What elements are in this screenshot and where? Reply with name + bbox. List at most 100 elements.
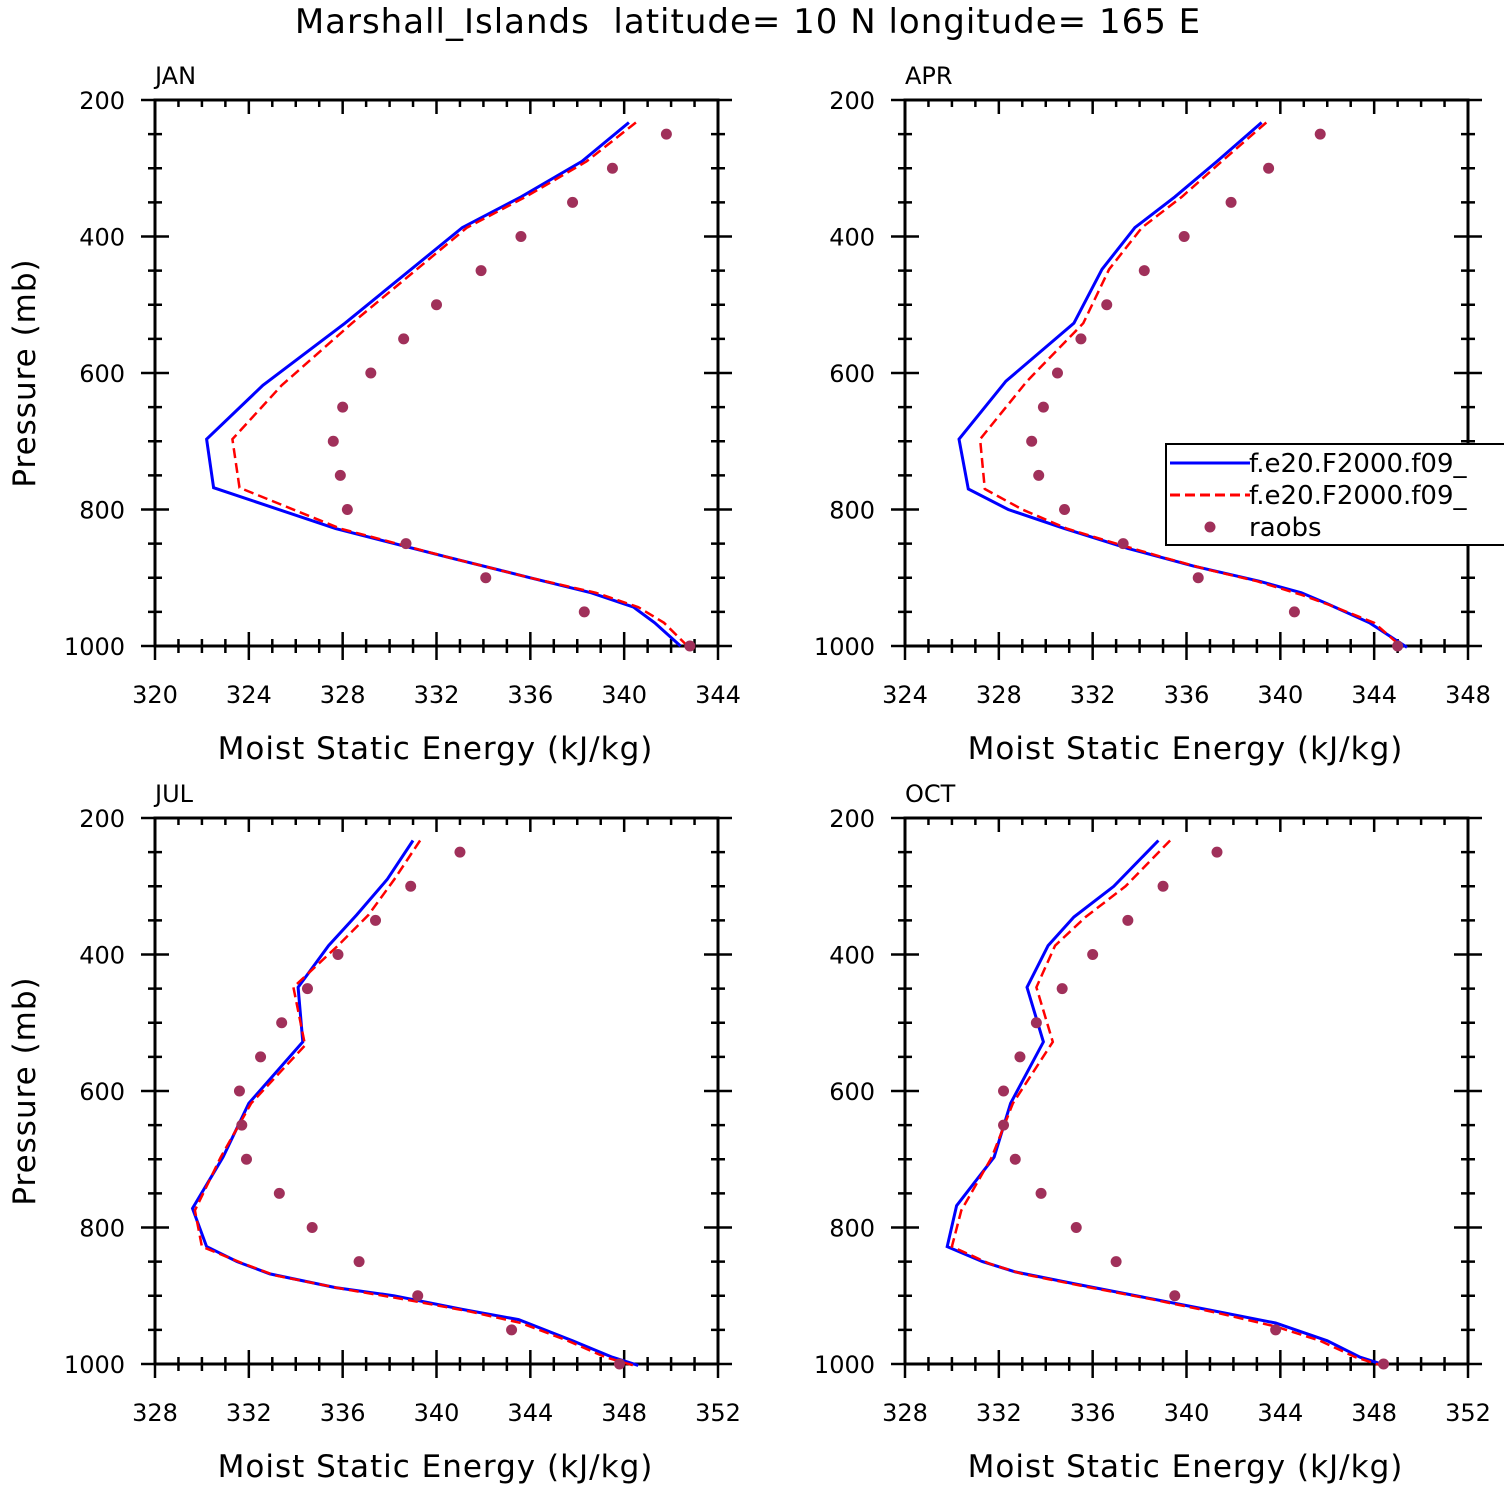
y-tick-label: 400 (829, 942, 875, 970)
legend-marker (1204, 521, 1216, 533)
raobs-point (1056, 983, 1068, 995)
y-tick-label: 800 (829, 497, 875, 525)
y-tick-label: 600 (79, 360, 125, 388)
raobs-point (353, 1256, 365, 1268)
raobs-point (365, 367, 377, 379)
series-line-dashed (978, 121, 1404, 649)
panel-month-label: JAN (153, 62, 196, 90)
y-tick-label: 200 (829, 805, 875, 833)
raobs-point (1075, 333, 1087, 345)
x-axis-label: Moist Static Energy (kJ/kg) (218, 1449, 654, 1485)
y-tick-label: 800 (79, 1215, 125, 1243)
raobs-point (684, 640, 696, 652)
raobs-point (1070, 1222, 1082, 1233)
series-line-dashed (231, 121, 689, 647)
raobs-point (515, 231, 527, 242)
panels-group: JAN 320 324 328 332 336 340 344 200 400 600 800 1000… (7, 62, 1504, 1485)
panel-month-label: JUL (153, 780, 194, 808)
raobs-point (1392, 640, 1404, 652)
y-tick-label: 1000 (64, 633, 125, 661)
y-tick-label: 600 (829, 360, 875, 388)
panel-apr: APR 324 328 332 336 340 344 348 200 400 600 800 1000… (814, 62, 1491, 767)
raobs-point (1009, 1153, 1021, 1165)
x-tick-label: 352 (1445, 1399, 1491, 1427)
raobs-point (1314, 128, 1326, 140)
x-tick-label: 328 (882, 1399, 928, 1427)
x-tick-label: 332 (976, 1399, 1022, 1427)
x-tick-label: 328 (976, 681, 1022, 709)
raobs-point (1030, 1017, 1042, 1029)
x-axis-label: Moist Static Energy (kJ/kg) (218, 731, 654, 767)
y-tick-label: 200 (79, 805, 125, 833)
x-tick-label: 332 (414, 681, 460, 709)
x-tick-label: 336 (320, 1399, 366, 1427)
x-tick-label: 324 (882, 681, 928, 709)
raobs-point (306, 1222, 318, 1233)
x-tick-label: 344 (1351, 681, 1397, 709)
x-tick-label: 340 (601, 681, 647, 709)
panel-month-label: OCT (905, 780, 956, 808)
legend: f.e20.F2000.f09_f.e20.F2000.f09_raobs (1165, 443, 1504, 546)
raobs-point (1026, 435, 1038, 447)
raobs-point (1178, 231, 1190, 242)
raobs-point (1192, 572, 1204, 584)
plot-frame (903, 816, 1470, 1366)
raobs-point (1051, 367, 1063, 379)
panel-month-label: APR (905, 62, 953, 90)
plot-frame (153, 98, 720, 648)
y-tick-label: 200 (829, 87, 875, 115)
raobs-point (998, 1085, 1010, 1097)
legend-label: f.e20.F2000.f09_ (1249, 449, 1467, 479)
series-line-solid (205, 121, 682, 648)
y-tick-label: 400 (79, 224, 125, 252)
y-tick-label: 600 (829, 1078, 875, 1106)
x-tick-label: 336 (1070, 1399, 1116, 1427)
raobs-point (273, 1187, 285, 1199)
x-tick-label: 332 (226, 1399, 272, 1427)
x-tick-label: 336 (507, 681, 553, 709)
raobs-point (1169, 1290, 1181, 1302)
panel-jan: JAN 320 324 328 332 336 340 344 200 400 600 800 1000… (7, 62, 741, 767)
series-line-solid (945, 839, 1387, 1367)
x-tick-label: 336 (1164, 681, 1210, 709)
raobs-point (1110, 1256, 1122, 1268)
raobs-point (233, 1085, 245, 1097)
raobs-point (1288, 606, 1300, 618)
raobs-point (276, 1017, 288, 1029)
raobs-point (341, 504, 353, 515)
raobs-point (506, 1324, 518, 1336)
series-raobs (233, 846, 625, 1370)
raobs-point (370, 914, 382, 926)
y-axis-label: Pressure (mb) (7, 258, 43, 487)
raobs-point (398, 333, 410, 345)
raobs-point (236, 1119, 248, 1131)
x-tick-label: 348 (601, 1399, 647, 1427)
y-tick-label: 400 (829, 224, 875, 252)
x-tick-label: 340 (1257, 681, 1303, 709)
raobs-point (1378, 1358, 1390, 1370)
raobs-point (301, 983, 313, 995)
raobs-point (1263, 162, 1275, 174)
raobs-point (1117, 538, 1129, 550)
raobs-point (1037, 401, 1049, 413)
x-tick-label: 332 (1070, 681, 1116, 709)
raobs-point (327, 435, 339, 447)
x-tick-label: 348 (1351, 1399, 1397, 1427)
y-tick-label: 600 (79, 1078, 125, 1106)
raobs-point (1014, 1051, 1026, 1063)
raobs-point (454, 846, 466, 858)
raobs-point (405, 880, 417, 892)
x-tick-label: 344 (1257, 1399, 1303, 1427)
raobs-point (334, 469, 346, 481)
x-tick-label: 352 (695, 1399, 741, 1427)
raobs-point (567, 196, 579, 208)
raobs-point (998, 1119, 1010, 1131)
x-axis-label: Moist Static Energy (kJ/kg) (968, 731, 1404, 767)
raobs-point (1087, 949, 1099, 960)
x-tick-label: 340 (1164, 1399, 1210, 1427)
x-tick-label: 340 (414, 1399, 460, 1427)
raobs-point (480, 572, 492, 584)
panel-oct: OCT 328 332 336 340 344 348 352 200 400 600 800 1000… (814, 780, 1491, 1485)
series-line-dashed (193, 839, 634, 1367)
